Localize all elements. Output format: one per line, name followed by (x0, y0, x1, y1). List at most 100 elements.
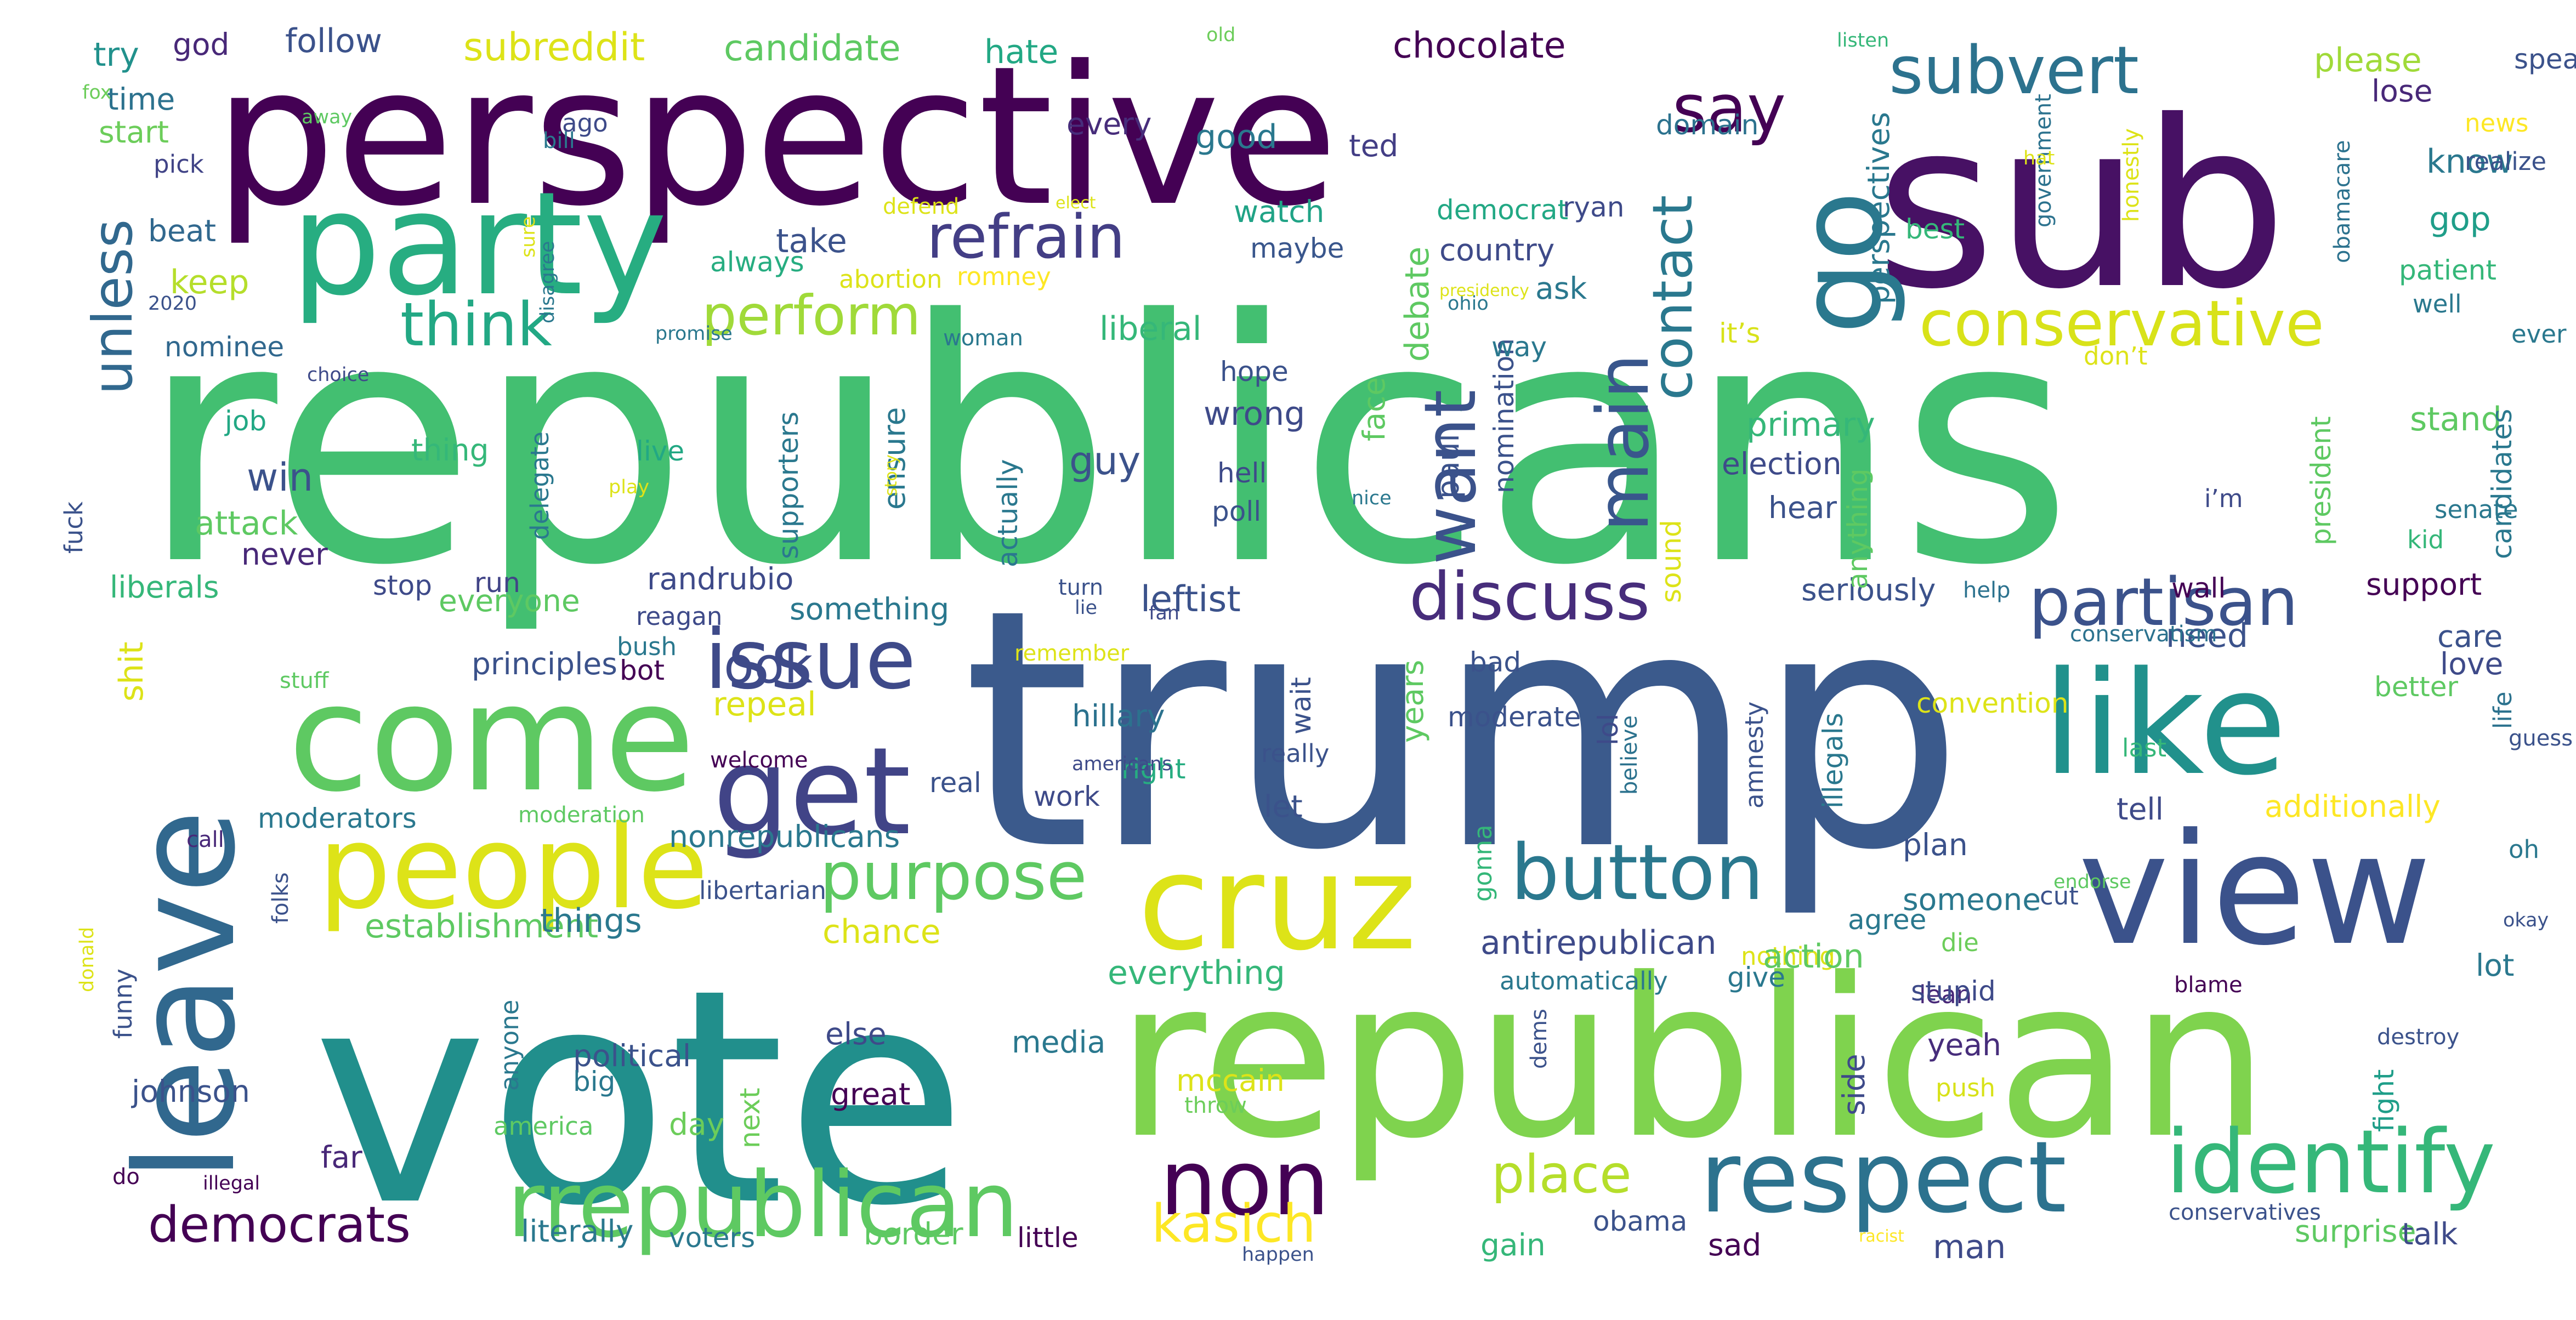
word-government: government (2031, 94, 2056, 227)
word-place: place (1491, 1145, 1632, 1205)
word-call: call (186, 827, 224, 852)
word-want: want (1409, 390, 1492, 565)
word-kid: kid (2407, 525, 2444, 554)
word-attack: attack (195, 504, 298, 543)
word-honestly: honestly (2119, 128, 2144, 222)
word-paul: paul (1431, 434, 1466, 499)
word-leftist: leftist (1141, 579, 1241, 620)
word-contact: contact (1641, 195, 1705, 400)
word-subvert: subvert (1889, 33, 2139, 109)
word-political: political (573, 1038, 691, 1073)
word-never: never (241, 537, 328, 572)
word-voters: voters (669, 1222, 755, 1254)
word-destroy: destroy (2377, 1025, 2459, 1050)
word-follow: follow (285, 22, 382, 60)
word-americans: americans (1072, 753, 1172, 775)
word-lol: lol (1592, 714, 1624, 746)
word-love: love (2440, 646, 2503, 681)
word-lot: lot (2476, 948, 2515, 983)
word-partisan: partisan (2029, 565, 2299, 641)
word-conservatives: conservatives (2169, 1200, 2321, 1225)
word-look: look (710, 637, 813, 695)
word-border: border (864, 1216, 963, 1251)
word-non: non (1160, 1130, 1330, 1236)
word-go: go (1774, 191, 1908, 334)
word-hat: hat (2023, 147, 2055, 169)
word-realize: realize (2465, 147, 2546, 176)
word-election: election (1722, 446, 1842, 481)
word-hope: hope (1220, 356, 1289, 388)
word-beat: beat (148, 213, 216, 248)
word-try: try (93, 36, 139, 74)
word-discuss: discuss (1409, 559, 1650, 635)
word-ohio: ohio (1448, 293, 1489, 315)
word-moderation: moderation (518, 803, 645, 828)
word-fight: fight (2368, 1069, 2400, 1132)
word-good: good (1195, 118, 1278, 156)
word-sound: sound (1655, 520, 1687, 603)
word-far: far (321, 1140, 362, 1175)
word-party: party (291, 162, 667, 327)
word-great: great (831, 1077, 910, 1112)
word-trump: trump (962, 539, 1965, 922)
word-unless: unless (81, 219, 145, 395)
word-better: better (2374, 671, 2458, 703)
word-support: support (2366, 567, 2482, 602)
word-literally: literally (521, 1214, 633, 1249)
word-people: people (318, 800, 708, 935)
word-funny: funny (109, 969, 138, 1039)
word-gain: gain (1480, 1227, 1546, 1262)
word-amnesty: amnesty (1740, 702, 1769, 809)
word-identify: identify (2166, 1111, 2495, 1213)
word-nominee: nominee (164, 331, 284, 363)
word-don-t: don’t (2084, 342, 2148, 371)
word-oh: oh (2509, 835, 2539, 864)
word-conservatism: conservatism (2070, 622, 2217, 647)
word-candidates: candidates (2486, 409, 2518, 559)
word-way: way (1491, 331, 1547, 363)
word-tell: tell (2117, 792, 2164, 827)
word-main: main (1581, 354, 1665, 532)
word-ensure: ensure (877, 407, 912, 510)
word-start: start (99, 115, 169, 150)
word-speak: speak (2514, 43, 2576, 75)
word-johnson: johnson (131, 1074, 250, 1109)
word-issue: issue (705, 612, 916, 708)
word-man: man (1933, 1228, 2006, 1266)
word-story: story (882, 454, 901, 496)
word-win: win (247, 455, 313, 500)
word-nonrepublicans: nonrepublicans (669, 819, 900, 854)
word-democrat: democrat (1437, 194, 1568, 226)
word-presidency: presidency (1439, 281, 1529, 300)
word-nomination: nomination (1488, 338, 1520, 493)
word-well: well (2413, 289, 2462, 318)
word-moderate: moderate (1448, 701, 1581, 733)
word-perform: perform (702, 283, 921, 348)
word-fan: fan (1149, 602, 1179, 624)
word-chocolate: chocolate (1393, 25, 1566, 66)
word-candidate: candidate (724, 28, 901, 69)
word-additionally: additionally (2265, 789, 2441, 824)
word-thing: thing (411, 433, 489, 468)
word-stop: stop (373, 570, 432, 601)
word-job: job (224, 405, 266, 437)
word-god: god (173, 27, 229, 62)
word-perspective: perspective (214, 25, 1338, 248)
word-conservative: conservative (1919, 287, 2324, 361)
word-news: news (2465, 109, 2528, 138)
word-old: old (1206, 24, 1235, 46)
word-anyone: anyone (495, 1000, 524, 1091)
word-cut: cut (2040, 881, 2079, 911)
word-best: best (1905, 213, 1965, 245)
word-blame: blame (2174, 972, 2243, 998)
word-hate: hate (984, 33, 1058, 71)
word-america: america (493, 1112, 593, 1141)
word-listen: listen (1837, 30, 1889, 52)
word-i-m: i’m (2204, 484, 2243, 513)
word-sad: sad (1708, 1227, 1761, 1262)
word-it-s: it’s (1719, 317, 1760, 349)
word-ask: ask (1535, 271, 1587, 306)
word-moderators: moderators (258, 803, 417, 834)
word-cruz: cruz (1138, 826, 1417, 980)
